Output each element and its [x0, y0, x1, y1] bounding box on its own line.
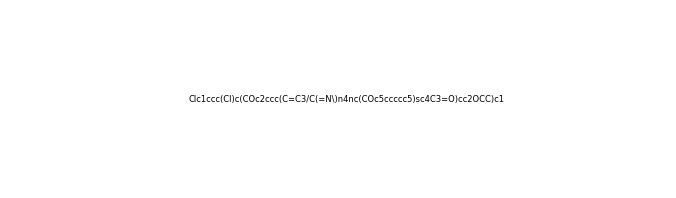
Text: Clc1ccc(Cl)c(COc2ccc(C=C3/C(=N\)n4nc(COc5ccccc5)sc4C3=O)cc2OCC)c1: Clc1ccc(Cl)c(COc2ccc(C=C3/C(=N\)n4nc(COc… [189, 95, 504, 105]
